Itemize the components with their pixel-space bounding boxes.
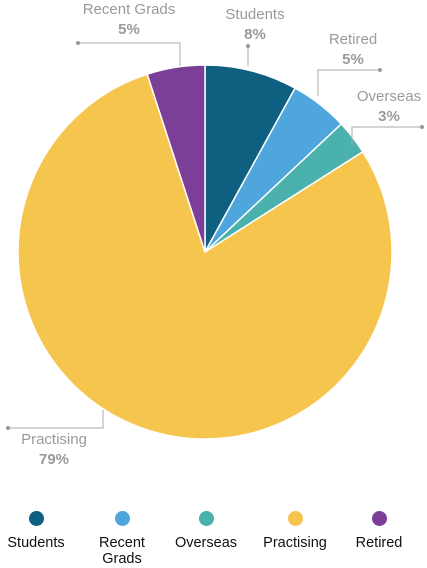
callout-label: Overseas: [357, 88, 421, 105]
legend-item: Recent Grads: [77, 508, 167, 567]
callout-label: Recent Grads: [83, 1, 176, 18]
pie-slice: [17, 73, 393, 440]
leader-dot: [378, 68, 382, 72]
callout-label: Practising: [21, 431, 87, 448]
pie-slice: [204, 64, 297, 253]
legend-item: Students: [0, 508, 81, 551]
callout-value: 8%: [244, 26, 266, 43]
legend-label: Recent Grads: [99, 535, 145, 567]
callout-value: 3%: [378, 108, 400, 125]
legend-item: Retired: [334, 508, 424, 551]
callout-value: 79%: [39, 451, 69, 468]
legend-swatch: [371, 511, 387, 526]
legend-swatch: [198, 511, 214, 526]
legend-label: Practising: [263, 535, 327, 551]
chart: Students 8% Retired 5% Overseas 3% Practising 7…: [6, 1, 424, 468]
legend-swatch: [114, 511, 130, 526]
legend-label: Retired: [355, 535, 403, 551]
leader-dot: [246, 44, 250, 48]
legend: Students Recent Grads Overseas Practising Re…: [0, 508, 427, 568]
legend-swatch: [28, 511, 44, 526]
leader-dot: [6, 426, 10, 430]
callout-value: 5%: [342, 51, 364, 68]
legend-swatch: [287, 511, 303, 526]
legend-label: Overseas: [174, 535, 238, 551]
callout-label: Students: [225, 6, 284, 23]
leader-line: [8, 410, 104, 429]
legend-item: Overseas: [161, 508, 251, 551]
leader-line: [351, 126, 422, 146]
pie-slice: [146, 64, 206, 253]
leader-line: [317, 69, 380, 96]
legend-label: Students: [7, 535, 65, 551]
leader-dot: [420, 125, 424, 129]
callout-label: Retired: [329, 31, 377, 48]
legend-item: Practising: [250, 508, 340, 551]
callout-value: 5%: [118, 21, 140, 38]
leader-line: [78, 42, 181, 66]
leader-dot: [76, 41, 80, 45]
